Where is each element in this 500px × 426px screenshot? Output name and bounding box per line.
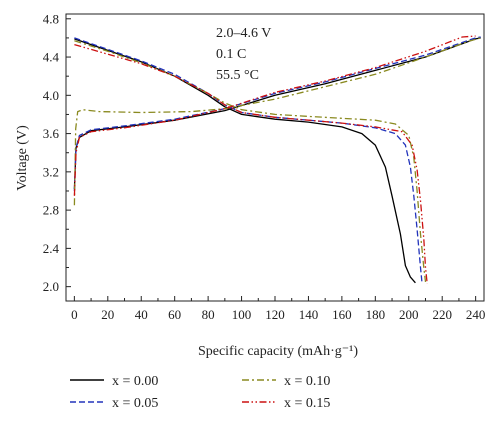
series-line-charge bbox=[73, 37, 481, 206]
y-tick-label: 3.6 bbox=[43, 126, 60, 141]
x-tick-label: 80 bbox=[202, 307, 215, 322]
plot-area: 2.0 2.4 2.8 3.2 3.6 4.0 4.4 4.8 0 20 40 60 80 100 120… bbox=[43, 11, 486, 322]
series-line-charge bbox=[73, 36, 481, 192]
x-tick-label: 120 bbox=[265, 307, 285, 322]
x-axis-label: Specific capacity (mAh·g⁻¹) bbox=[198, 344, 358, 359]
x-tick-label: 60 bbox=[168, 307, 181, 322]
y-tick-label: 4.4 bbox=[43, 50, 60, 65]
y-axis-label: Voltage (V) bbox=[15, 125, 30, 191]
x-tick-label: 0 bbox=[71, 307, 78, 322]
y-axis: 2.0 2.4 2.8 3.2 3.6 4.0 4.4 4.8 bbox=[43, 11, 71, 294]
legend: x = 0.00 x = 0.10 x = 0.05 x = 0.15 bbox=[70, 374, 330, 411]
y-tick-label: 3.2 bbox=[43, 164, 59, 179]
legend-label: x = 0.00 bbox=[112, 374, 158, 389]
legend-label: x = 0.05 bbox=[112, 396, 158, 411]
x-tick-label: 40 bbox=[135, 307, 148, 322]
x-tick-label: 220 bbox=[432, 307, 452, 322]
annotations: 2.0–4.6 V 0.1 C 55.5 °C bbox=[216, 26, 271, 83]
x-tick-label: 140 bbox=[299, 307, 319, 322]
y-tick-label: 4.8 bbox=[43, 11, 59, 26]
x-tick-label: 200 bbox=[399, 307, 419, 322]
x-axis: 0 20 40 60 80 100 120 140 160 180 200 220 240 bbox=[71, 296, 485, 322]
legend-label: x = 0.15 bbox=[284, 396, 330, 411]
x-tick-label: 180 bbox=[366, 307, 386, 322]
y-tick-label: 2.0 bbox=[43, 279, 59, 294]
x-tick-label: 100 bbox=[232, 307, 252, 322]
x-tick-label: 240 bbox=[466, 307, 486, 322]
series-lines bbox=[73, 35, 481, 284]
y-tick-label: 4.0 bbox=[43, 88, 59, 103]
y-tick-label: 2.4 bbox=[43, 241, 60, 256]
series-line-discharge bbox=[74, 43, 428, 284]
series-line-discharge bbox=[74, 40, 427, 282]
series-line-charge bbox=[73, 35, 476, 196]
annotation-temperature: 55.5 °C bbox=[216, 68, 259, 83]
legend-label: x = 0.10 bbox=[284, 374, 330, 389]
y-tick-label: 2.8 bbox=[43, 203, 59, 218]
series-line-discharge bbox=[74, 37, 423, 284]
annotation-voltage-range: 2.0–4.6 V bbox=[216, 26, 271, 41]
annotation-rate: 0.1 C bbox=[216, 47, 246, 62]
x-tick-label: 160 bbox=[332, 307, 352, 322]
x-tick-label: 20 bbox=[101, 307, 114, 322]
